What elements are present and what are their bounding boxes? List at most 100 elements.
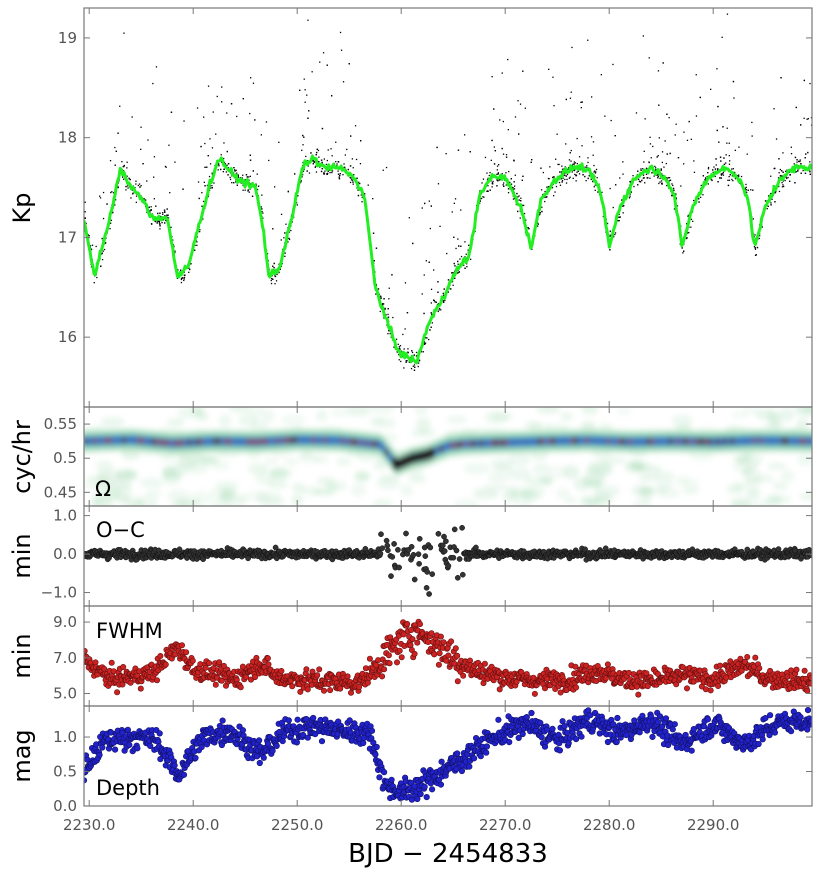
kp-point: [377, 288, 380, 290]
kp-point: [581, 145, 583, 147]
kp-point: [272, 228, 274, 230]
omega-ridge-peak: [199, 438, 204, 445]
kp-point: [595, 168, 598, 171]
kp-point: [644, 182, 646, 184]
kp-point: [488, 174, 490, 177]
kp-point: [507, 58, 509, 61]
kp-point: [498, 164, 500, 166]
kp-point: [204, 142, 206, 145]
kp-point: [786, 177, 788, 180]
kp-point: [554, 191, 556, 193]
omega-ridge-cell: [592, 437, 597, 445]
oc-point: [423, 584, 430, 591]
kp-point: [503, 185, 505, 187]
kp-point: [496, 179, 498, 181]
kp-point: [507, 129, 509, 131]
kp-point: [513, 181, 515, 183]
kp-point: [302, 144, 304, 146]
omega-ridge-cell: [515, 438, 521, 446]
kp-point: [687, 232, 689, 234]
kp-point: [167, 214, 169, 216]
kp-point: [594, 170, 596, 172]
kp-point: [114, 164, 116, 166]
kp-point: [156, 222, 158, 224]
omega-background-cell: [373, 461, 388, 470]
kp-point: [425, 260, 427, 262]
kp-point: [227, 3, 228, 4]
kp-point: [486, 179, 489, 181]
panel-kp: [84, 3, 812, 371]
kp-point: [644, 118, 646, 120]
kp-point: [549, 166, 551, 168]
kp-point: [510, 178, 512, 180]
oc-point: [427, 544, 434, 551]
kp-point: [720, 173, 722, 175]
kp-point: [539, 213, 541, 216]
fwhm-point: [216, 659, 223, 666]
kp-point: [685, 237, 688, 240]
kp-point: [194, 244, 196, 246]
omega-ridge-cell: [581, 437, 586, 444]
kp-point: [618, 213, 620, 215]
kp-point: [428, 261, 430, 263]
kp-point: [359, 182, 361, 185]
kp-point: [690, 138, 692, 140]
kp-point: [569, 176, 571, 178]
kp-point: [373, 260, 375, 262]
kp-point: [338, 176, 340, 178]
kp-point: [353, 174, 355, 176]
omega-background-cell: [655, 471, 675, 482]
kp-point: [220, 154, 222, 156]
kp-point: [768, 195, 770, 197]
kp-point: [100, 265, 102, 268]
kp-point: [111, 191, 113, 193]
kp-point: [513, 197, 516, 200]
kp-point: [417, 365, 419, 368]
omega-ridge-cell: [719, 438, 724, 446]
kp-point: [646, 177, 648, 179]
kp-point: [429, 329, 431, 331]
kp-point: [571, 171, 573, 173]
kp-point: [304, 89, 306, 91]
omega-ridge-cell: [446, 442, 451, 450]
kp-point: [327, 170, 329, 172]
omega-ridge-cell: [308, 436, 313, 444]
kp-point: [794, 156, 797, 159]
kp-point: [182, 188, 184, 190]
kp-point: [413, 369, 416, 371]
omega-background-cell: [746, 486, 761, 500]
omega-ridge-cell: [202, 438, 208, 446]
omega-ridge-cell: [664, 437, 670, 445]
kp-point: [426, 337, 428, 339]
omega-ridge-cell: [268, 437, 273, 445]
omega-background-cell: [372, 499, 393, 506]
kp-point: [150, 209, 152, 211]
kp-point: [657, 177, 659, 179]
kp-point: [570, 160, 572, 162]
kp-point: [382, 303, 384, 305]
kp-point: [351, 158, 353, 160]
omega-ridge-cell: [737, 437, 743, 445]
kp-point: [162, 212, 164, 214]
oc-point: [456, 556, 463, 562]
kp-point: [587, 157, 589, 159]
kp-point: [261, 208, 263, 210]
kp-point: [465, 253, 467, 255]
omega-ridge-peak: [759, 437, 764, 444]
kp-point: [212, 111, 214, 113]
kp-point: [326, 64, 328, 66]
kp-point: [584, 175, 586, 178]
omega-background-cell: [769, 495, 792, 503]
kp-point: [109, 160, 112, 162]
omega-background-cell: [316, 477, 336, 485]
kp-point: [590, 178, 592, 180]
kp-point: [503, 182, 505, 184]
kp-point: [669, 179, 672, 181]
kp-point: [766, 208, 768, 210]
oc-point: [415, 551, 422, 558]
panel-omega: [84, 407, 812, 506]
kp-point: [729, 174, 731, 176]
kp-point: [351, 179, 354, 181]
kp-point: [159, 223, 161, 225]
kp-point: [660, 168, 662, 170]
